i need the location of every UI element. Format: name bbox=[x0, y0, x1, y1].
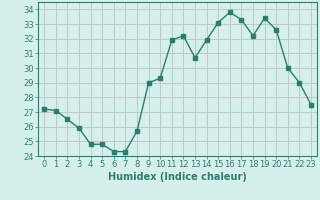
X-axis label: Humidex (Indice chaleur): Humidex (Indice chaleur) bbox=[108, 172, 247, 182]
